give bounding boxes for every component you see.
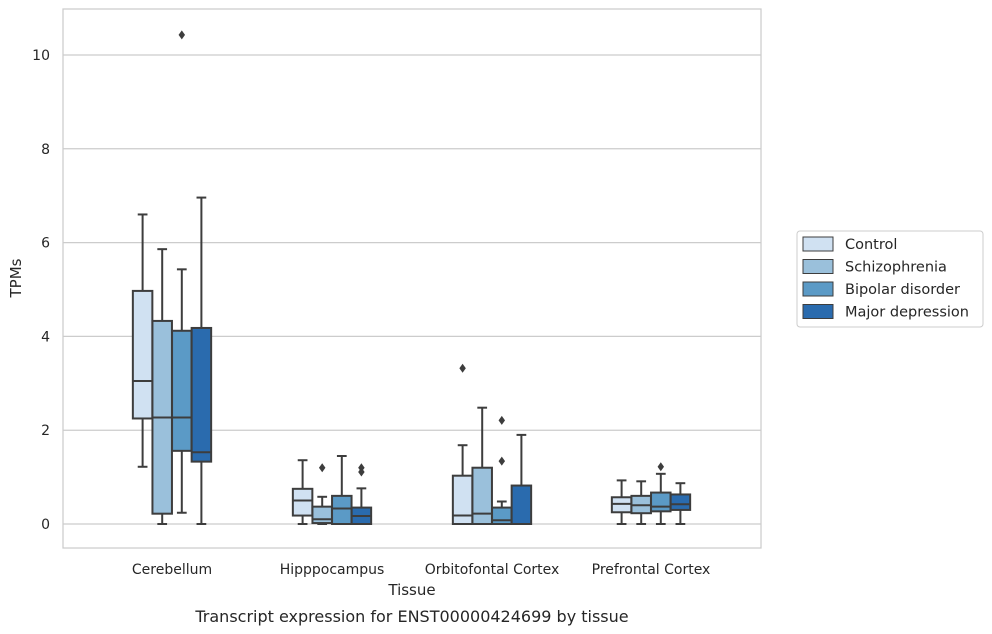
box-body-0-3 bbox=[190, 326, 213, 463]
box-2-3 bbox=[510, 433, 533, 525]
y-tick-label-4: 8 bbox=[41, 142, 50, 158]
x-tick-labels: Cerebellum Hipppocampus Orbitofontal Corte… bbox=[132, 562, 710, 578]
x-axis-label: Tissue bbox=[387, 581, 435, 599]
outlier-1-1-0 bbox=[318, 463, 326, 473]
y-axis-label: TPMs bbox=[7, 258, 25, 298]
x-tick-label-2: Orbitofontal Cortex bbox=[425, 562, 560, 578]
legend-swatch-2 bbox=[802, 281, 834, 297]
outlier-3-2-0 bbox=[657, 462, 665, 472]
y-tick-label-3: 6 bbox=[41, 236, 50, 252]
x-tick-label-3: Prefrontal Cortex bbox=[592, 562, 711, 578]
plot-frame bbox=[62, 8, 762, 549]
legend-label-3: Major depression bbox=[845, 305, 969, 321]
y-tick-label-1: 2 bbox=[41, 423, 50, 439]
box-body-2-3 bbox=[510, 484, 533, 525]
box-0-0 bbox=[131, 213, 154, 468]
legend-label-2: Bipolar disorder bbox=[845, 282, 960, 298]
boxes bbox=[131, 30, 692, 525]
outlier-1-3-1 bbox=[358, 467, 365, 477]
y-tick-label-5: 10 bbox=[32, 48, 50, 64]
box-body-2-1 bbox=[471, 466, 493, 525]
box-body-0-2 bbox=[171, 329, 193, 452]
box-0-1 bbox=[151, 248, 173, 525]
box-body-1-0 bbox=[291, 487, 314, 517]
legend-label-0: Control bbox=[845, 237, 897, 253]
box-1-1 bbox=[311, 463, 333, 525]
legend-swatch-0 bbox=[802, 236, 834, 252]
y-tick-label-2: 4 bbox=[41, 329, 50, 345]
box-3-3 bbox=[669, 482, 692, 525]
box-body-3-3 bbox=[669, 493, 692, 511]
legend: Control Schizophrenia Bipolar disorder Majo… bbox=[796, 230, 984, 328]
plot-area bbox=[63, 9, 761, 548]
legend-frame bbox=[796, 230, 984, 328]
box-body-3-2 bbox=[650, 491, 672, 513]
box-2-2 bbox=[491, 415, 513, 525]
legend-swatch-1 bbox=[802, 259, 834, 274]
box-1-0 bbox=[291, 459, 314, 525]
y-tick-labels: 0 2 4 6 8 10 bbox=[32, 48, 50, 533]
y-tick-label-0: 0 bbox=[41, 517, 50, 533]
x-tick-label-1: Hipppocampus bbox=[280, 562, 385, 578]
box-1-3 bbox=[350, 463, 373, 525]
box-1-2 bbox=[331, 454, 353, 525]
box-body-2-2 bbox=[491, 506, 513, 525]
legend-swatch-3 bbox=[802, 304, 834, 319]
box-2-1 bbox=[471, 406, 493, 525]
legend-label-1: Schizophrenia bbox=[845, 260, 947, 276]
chart-caption: Transcript expression for ENST0000042469… bbox=[194, 607, 628, 626]
box-0-3 bbox=[190, 196, 213, 525]
x-tick-label-0: Cerebellum bbox=[132, 562, 212, 578]
box-body-0-0 bbox=[131, 289, 154, 420]
box-body-1-1 bbox=[311, 505, 333, 525]
outlier-0-2-0 bbox=[178, 30, 186, 40]
box-body-1-2 bbox=[331, 494, 353, 525]
box-body-2-0 bbox=[451, 474, 474, 525]
outlier-2-2-0 bbox=[498, 415, 506, 425]
outlier-2-0-0 bbox=[459, 363, 466, 373]
outlier-2-2-1 bbox=[498, 456, 506, 466]
